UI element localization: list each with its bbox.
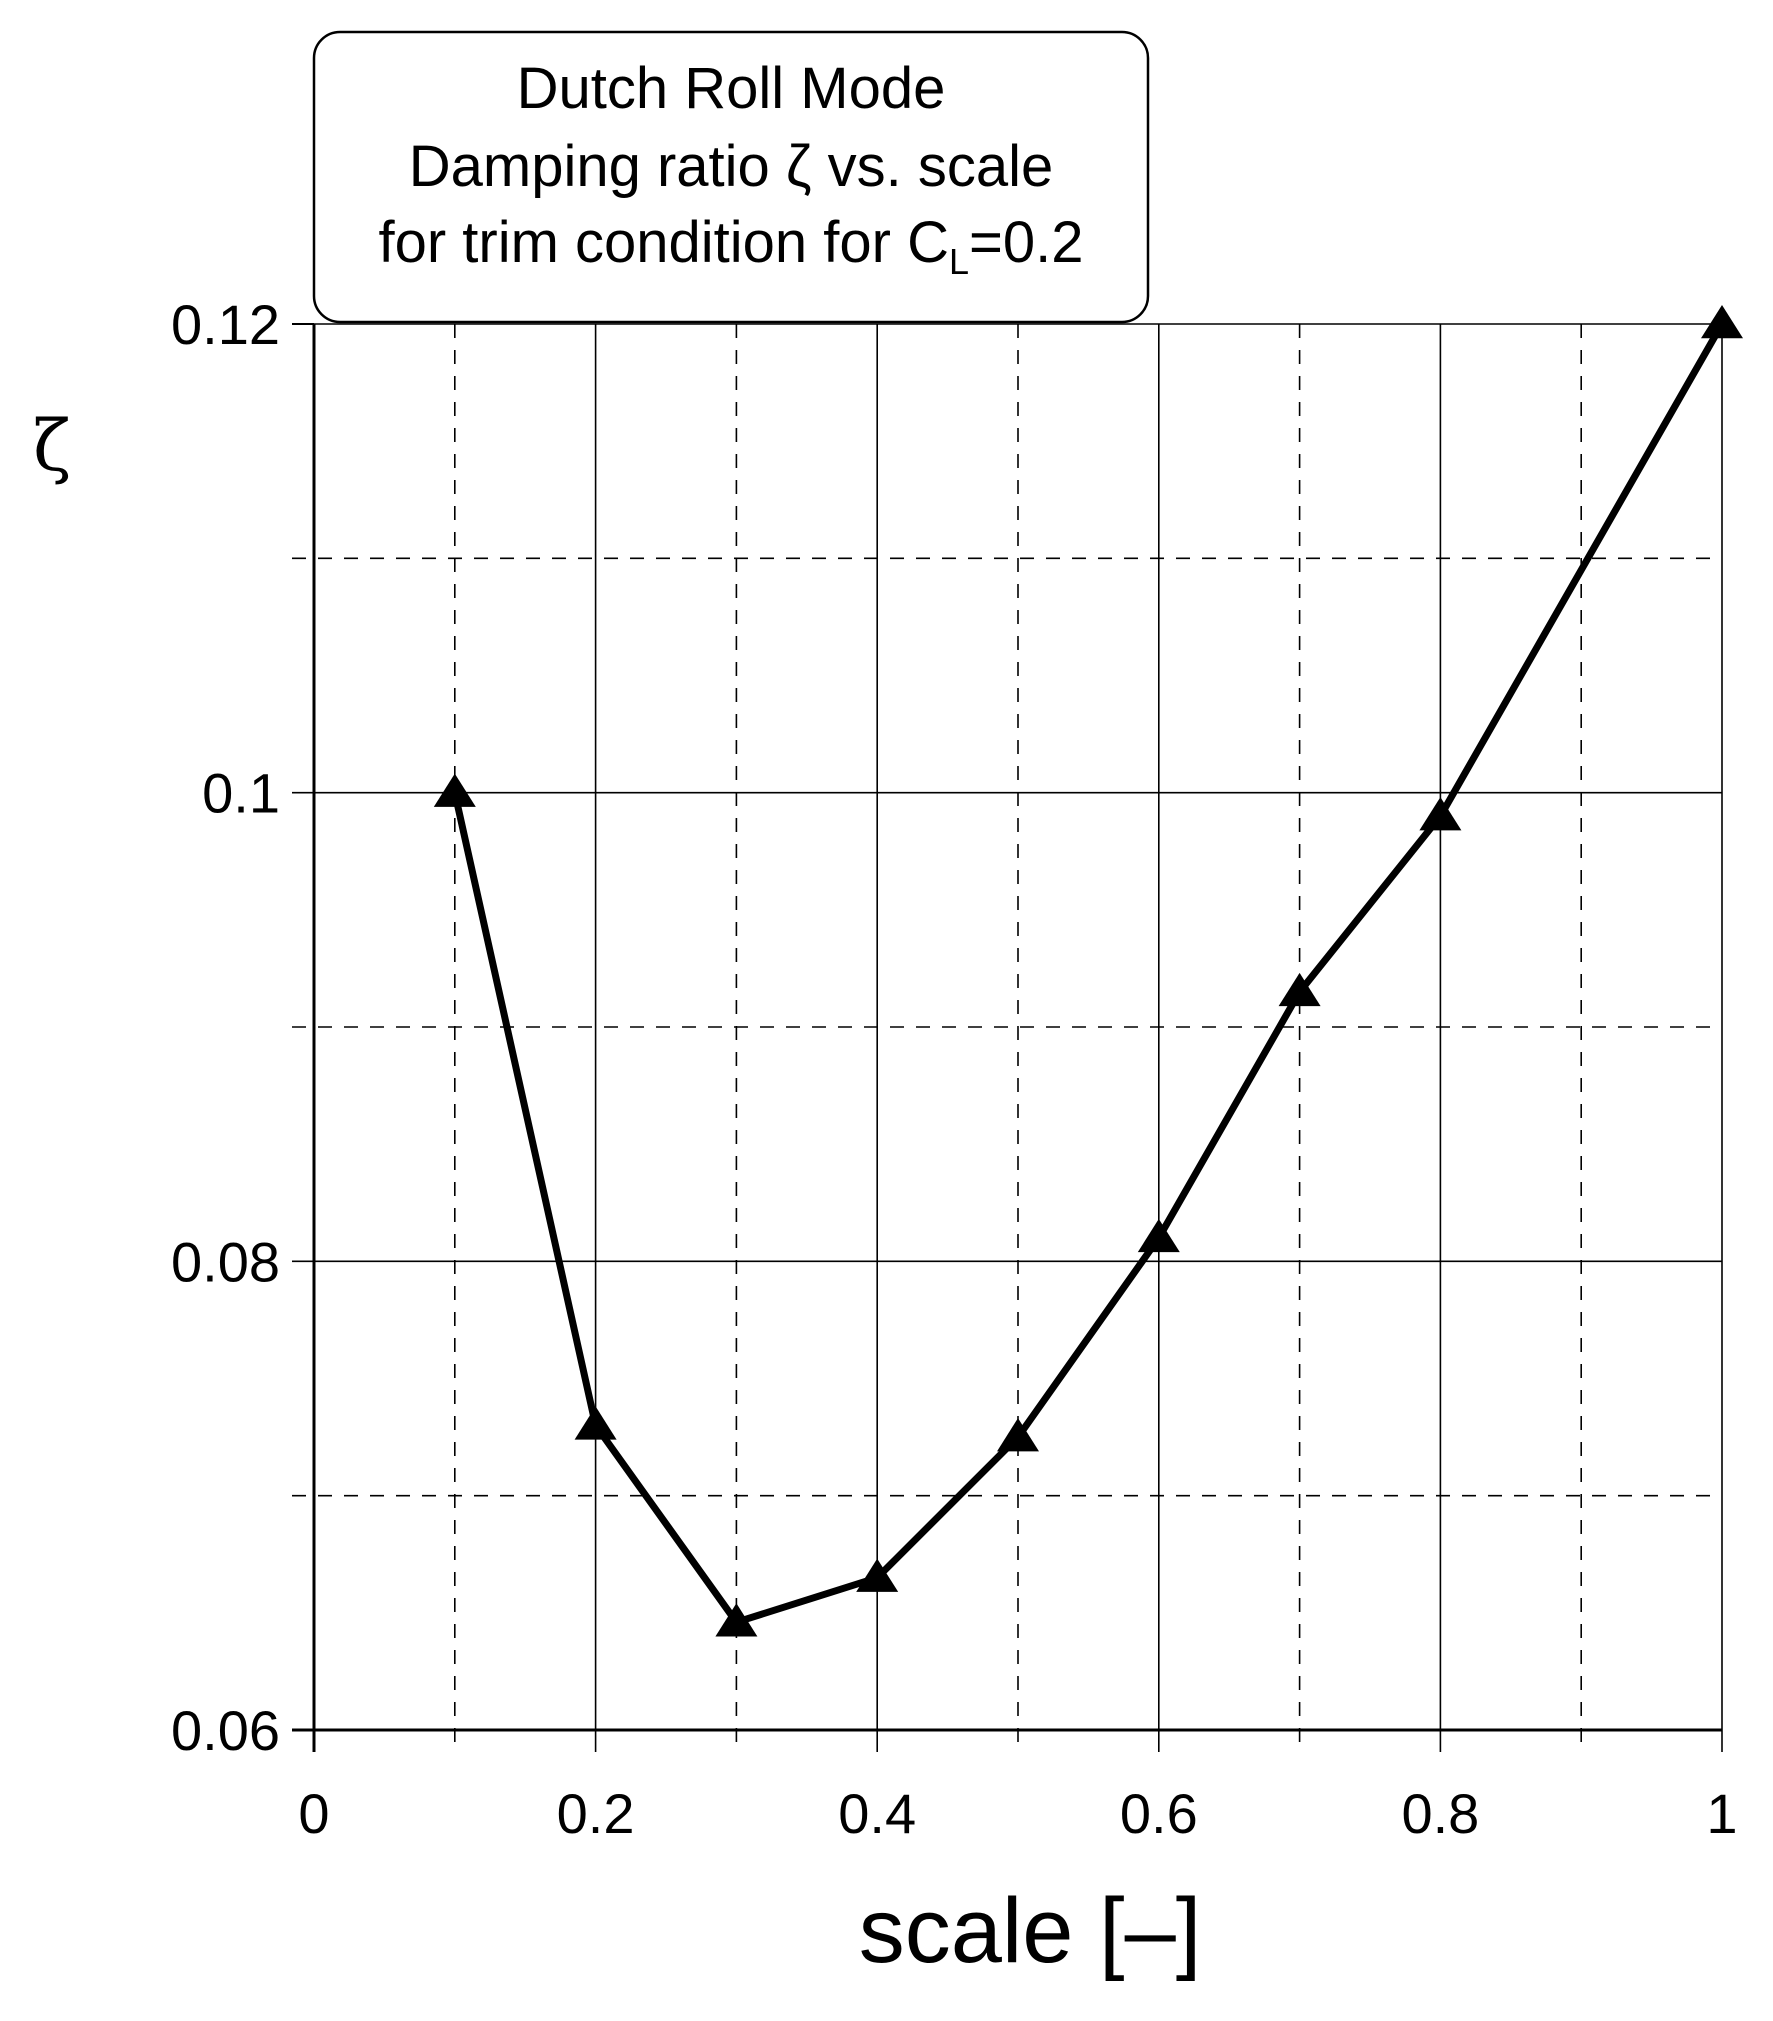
title-box-frame <box>312 30 1150 324</box>
y-tick-label: 0.08 <box>171 1230 280 1293</box>
data-point-marker <box>433 773 476 807</box>
x-tick-label: 0.2 <box>557 1782 635 1845</box>
axes <box>292 323 1722 1752</box>
title-subscript: L <box>949 241 969 282</box>
x-tick-label: 0 <box>298 1782 329 1845</box>
x-tick-label: 0.6 <box>1120 1782 1198 1845</box>
series <box>433 305 1743 1637</box>
x-tick-label: 1 <box>1706 1782 1737 1845</box>
data-point-marker <box>1419 797 1462 831</box>
y-tick-label: 0.06 <box>171 1699 280 1762</box>
title-box: Dutch Roll Mode Damping ratio ζ vs. scal… <box>312 30 1150 324</box>
x-tick-label: 0.4 <box>838 1782 916 1845</box>
data-point-marker <box>1701 305 1743 339</box>
data-point-marker <box>715 1603 758 1637</box>
data-point-marker <box>574 1406 617 1440</box>
title-line-3-suffix: =0.2 <box>969 210 1084 275</box>
title-line-1: Dutch Roll Mode <box>517 56 946 121</box>
title-line-2: Damping ratio ζ vs. scale <box>409 134 1054 199</box>
data-point-marker <box>997 1418 1039 1452</box>
grid <box>292 323 1723 1752</box>
data-point-marker <box>1137 1218 1180 1253</box>
title-line-3: for trim condition for CL=0.2 <box>378 210 1083 282</box>
x-axis-label: scale [–] <box>859 1880 1202 1982</box>
y-tick-label: 0.1 <box>202 762 280 825</box>
y-axis-label: ζ <box>33 405 71 487</box>
series-line <box>451 320 1726 1626</box>
y-tick-label: 0.12 <box>171 293 280 356</box>
title-line-3-prefix: for trim condition for C <box>378 210 949 275</box>
x-tick-label: 0.8 <box>1401 1782 1479 1845</box>
tick-labels: 0 0.2 0.4 0.6 0.8 1 0.06 0.08 0.1 0.12 <box>171 293 1738 1845</box>
data-point-marker <box>1278 972 1321 1007</box>
data-point-marker <box>856 1558 899 1592</box>
